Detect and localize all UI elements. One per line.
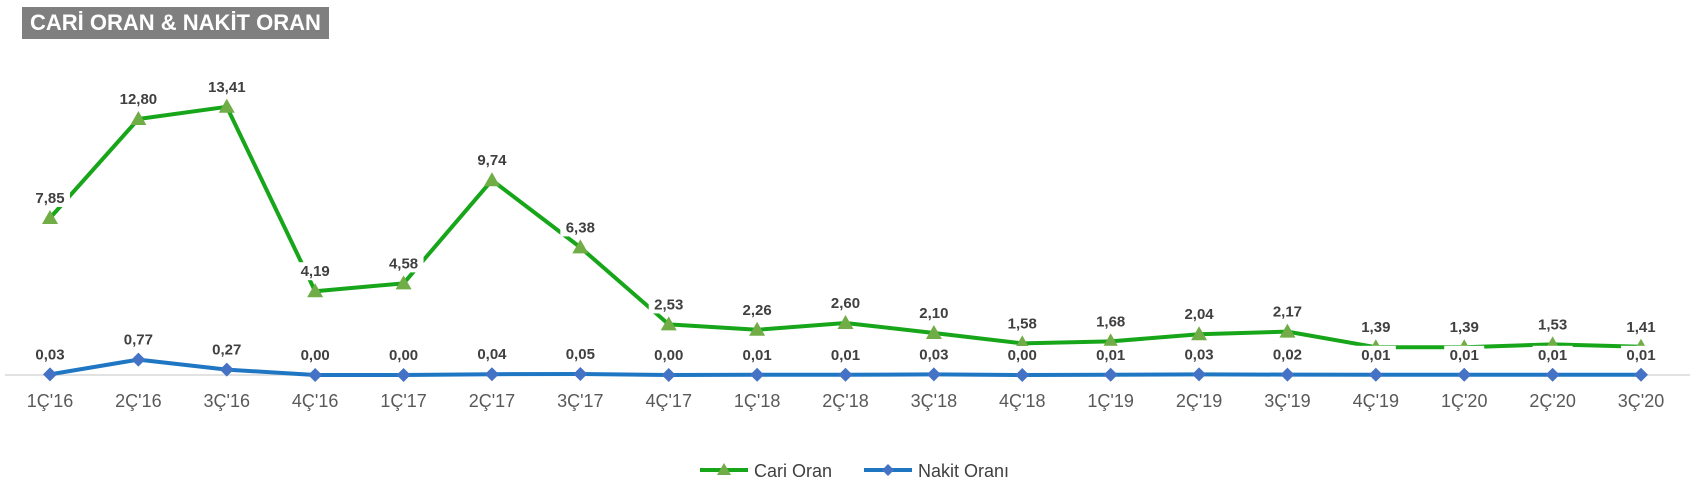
data-label-cari-oran-4: 4,58 (389, 255, 418, 272)
x-tick-label: 2Ç'18 (822, 391, 868, 411)
legend-item-nakit-orani[interactable]: Nakit Oranı (864, 461, 1009, 481)
x-tick-label: 3Ç'16 (204, 391, 250, 411)
data-label-nakit-oran--15: 0,01 (1361, 347, 1390, 364)
marker-cari-oran-5 (484, 172, 500, 186)
marker-nakit-oran--3 (308, 368, 322, 382)
data-label-nakit-oran--3: 0,00 (301, 347, 330, 364)
x-tick-label: 4Ç'17 (645, 391, 691, 411)
data-label-nakit-oran--2: 0,27 (212, 342, 241, 359)
x-tick-label: 4Ç'16 (292, 391, 338, 411)
x-tick-label: 2Ç'17 (469, 391, 515, 411)
marker-nakit-oran--12 (1104, 368, 1118, 382)
legend: Cari Oran Nakit Oranı (700, 461, 1009, 481)
data-label-cari-oran-0: 7,85 (35, 190, 64, 207)
data-label-cari-oran-17: 1,53 (1538, 316, 1567, 333)
marker-nakit-oran--9 (839, 368, 853, 382)
marker-nakit-oran--7 (662, 368, 676, 382)
data-label-nakit-oran--5: 0,04 (477, 346, 507, 363)
marker-nakit-oran--13 (1192, 367, 1206, 381)
data-label-cari-oran-5: 9,74 (477, 152, 507, 169)
legend-diamond-icon (882, 464, 894, 476)
data-label-nakit-oran--8: 0,01 (743, 347, 772, 364)
data-label-cari-oran-9: 2,60 (831, 295, 860, 312)
x-axis-ticks: 1Ç'16 2Ç'16 3Ç'16 4Ç'16 1Ç'17 2Ç'17 3Ç'17 4Ç'17… (27, 391, 1664, 411)
data-label-nakit-oran--6: 0,05 (566, 346, 595, 363)
data-label-cari-oran-10: 2,10 (919, 305, 948, 322)
marker-nakit-oran--17 (1546, 368, 1560, 382)
x-tick-label: 2Ç'19 (1176, 391, 1222, 411)
data-label-nakit-oran--7: 0,00 (654, 347, 683, 364)
data-label-cari-oran-7: 2,53 (654, 296, 683, 313)
marker-nakit-oran--5 (485, 367, 499, 381)
marker-nakit-oran--8 (750, 368, 764, 382)
data-label-nakit-oran--0: 0,03 (35, 346, 64, 363)
x-tick-label: 3Ç'20 (1618, 391, 1664, 411)
x-tick-label: 1Ç'20 (1441, 391, 1487, 411)
legend-item-cari-oran[interactable]: Cari Oran (700, 461, 832, 481)
data-label-nakit-oran--9: 0,01 (831, 347, 860, 364)
data-label-nakit-oran--10: 0,03 (919, 346, 948, 363)
x-tick-label: 1Ç'18 (734, 391, 780, 411)
marker-nakit-oran--0 (43, 367, 57, 381)
marker-nakit-oran--11 (1015, 368, 1029, 382)
legend-label-cari-oran: Cari Oran (754, 461, 832, 481)
data-label-cari-oran-16: 1,39 (1450, 319, 1479, 336)
data-label-nakit-oran--11: 0,00 (1008, 347, 1037, 364)
data-label-cari-oran-8: 2,26 (743, 302, 772, 319)
data-label-nakit-oran--4: 0,00 (389, 347, 418, 364)
x-tick-label: 1Ç'19 (1087, 391, 1133, 411)
marker-nakit-oran--14 (1280, 368, 1294, 382)
marker-nakit-oran--6 (573, 367, 587, 381)
x-tick-label: 3Ç'18 (911, 391, 957, 411)
x-tick-label: 4Ç'18 (999, 391, 1045, 411)
data-label-nakit-oran--1: 0,77 (124, 332, 153, 349)
marker-nakit-oran--18 (1634, 368, 1648, 382)
x-tick-label: 3Ç'17 (557, 391, 603, 411)
data-label-cari-oran-12: 1,68 (1096, 313, 1125, 330)
x-tick-label: 3Ç'19 (1264, 391, 1310, 411)
data-label-cari-oran-2: 13,41 (208, 79, 246, 96)
data-label-nakit-oran--14: 0,02 (1273, 347, 1302, 364)
marker-nakit-oran--4 (397, 368, 411, 382)
data-label-cari-oran-6: 6,38 (566, 219, 595, 236)
data-label-cari-oran-18: 1,41 (1626, 319, 1655, 336)
data-label-cari-oran-15: 1,39 (1361, 319, 1390, 336)
x-tick-label: 2Ç'20 (1529, 391, 1575, 411)
data-label-nakit-oran--13: 0,03 (1184, 346, 1213, 363)
data-label-nakit-oran--16: 0,01 (1450, 347, 1479, 364)
x-tick-label: 1Ç'16 (27, 391, 73, 411)
marker-nakit-oran--15 (1369, 368, 1383, 382)
data-label-cari-oran-13: 2,04 (1184, 306, 1214, 323)
x-tick-label: 1Ç'17 (380, 391, 426, 411)
series-layer: 7,85 12,80 13,41 4,19 4,58 9,74 6,38 2,53 2,26 2,… (30, 78, 1661, 382)
marker-nakit-oran--1 (131, 353, 145, 367)
marker-nakit-oran--10 (927, 367, 941, 381)
legend-label-nakit-orani: Nakit Oranı (918, 461, 1009, 481)
x-tick-label: 2Ç'16 (115, 391, 161, 411)
data-label-cari-oran-11: 1,58 (1008, 315, 1037, 332)
marker-nakit-oran--16 (1457, 368, 1471, 382)
data-label-nakit-oran--18: 0,01 (1626, 347, 1655, 364)
data-label-nakit-oran--12: 0,01 (1096, 347, 1125, 364)
data-label-cari-oran-1: 12,80 (120, 91, 158, 108)
data-label-nakit-oran--17: 0,01 (1538, 347, 1567, 364)
series-cari-oran (42, 99, 1649, 353)
data-label-cari-oran-3: 4,19 (301, 263, 330, 280)
data-label-cari-oran-14: 2,17 (1273, 304, 1302, 321)
x-tick-label: 4Ç'19 (1353, 391, 1399, 411)
